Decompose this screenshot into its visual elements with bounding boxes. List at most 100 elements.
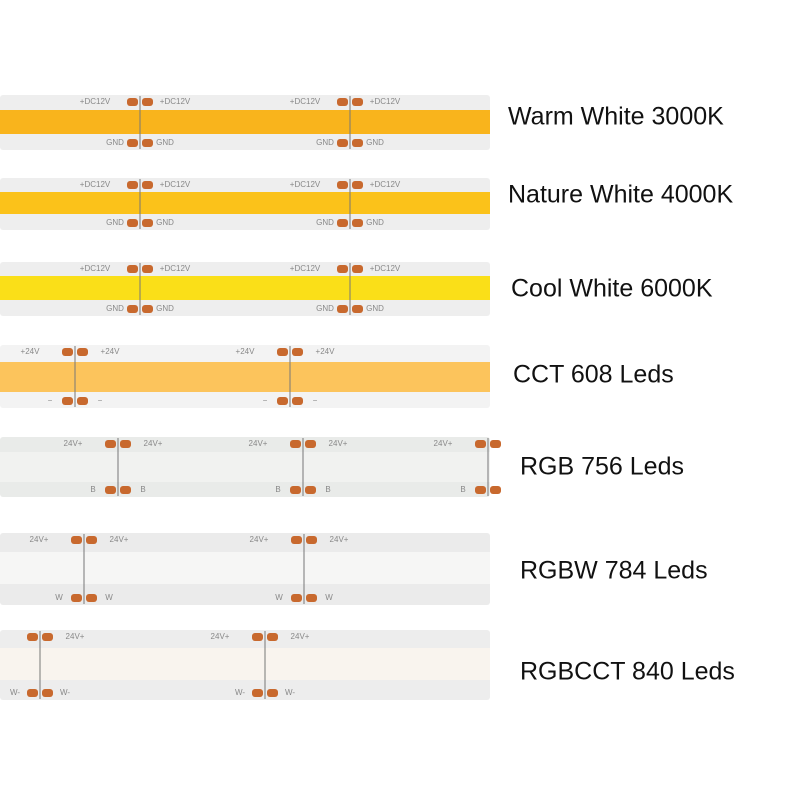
solder-pad (290, 486, 301, 494)
solder-pad (490, 486, 501, 494)
solder-pad (337, 98, 348, 106)
led-band (0, 648, 490, 680)
pad-label: GND (156, 218, 174, 227)
pad-label: GND (156, 138, 174, 147)
led-band (0, 192, 490, 214)
solder-pad (42, 633, 53, 641)
pad-label: +24V (316, 347, 336, 356)
solder-pad (77, 348, 88, 356)
pad-label: GND (316, 304, 334, 313)
product-label: RGBCCT 840 Leds (520, 658, 735, 686)
solder-pad (252, 633, 263, 641)
solder-pad (42, 689, 53, 697)
pad-label: +DC12V (290, 264, 321, 273)
solder-pad (290, 440, 301, 448)
solder-pad (277, 348, 288, 356)
solder-pad (120, 440, 131, 448)
product-label: CCT 608 Leds (513, 361, 674, 389)
pad-label: W (55, 593, 63, 602)
pad-label: B (140, 485, 145, 494)
solder-pad (252, 689, 263, 697)
solder-pad (490, 440, 501, 448)
product-label: Nature White 4000K (508, 181, 733, 209)
solder-pad (127, 98, 138, 106)
pad-label: +DC12V (290, 180, 321, 189)
product-label: RGB 756 Leds (520, 453, 684, 481)
solder-pad (127, 181, 138, 189)
solder-pad (337, 305, 348, 313)
pad-label: − (98, 396, 103, 405)
solder-pad (475, 486, 486, 494)
pad-label: GND (106, 218, 124, 227)
pad-label: 24V+ (30, 535, 49, 544)
solder-pad (127, 305, 138, 313)
pad-label: W- (285, 688, 295, 697)
pad-label: +DC12V (370, 180, 401, 189)
pad-label: +DC12V (80, 97, 111, 106)
pad-label: GND (106, 138, 124, 147)
pad-label: B (275, 485, 280, 494)
solder-pad (277, 397, 288, 405)
solder-pad (352, 265, 363, 273)
solder-pad (337, 219, 348, 227)
pad-label: − (48, 396, 53, 405)
solder-pad (77, 397, 88, 405)
pad-label: +DC12V (160, 97, 191, 106)
solder-pad (306, 594, 317, 602)
pad-label: GND (106, 304, 124, 313)
pad-label: W (325, 593, 333, 602)
product-label: Cool White 6000K (511, 275, 713, 303)
solder-pad (352, 98, 363, 106)
led-band (0, 552, 490, 584)
pad-label: +24V (21, 347, 41, 356)
pad-label: 24V+ (250, 535, 269, 544)
led-band (0, 362, 490, 392)
pad-label: 24V+ (330, 535, 349, 544)
pad-label: B (460, 485, 465, 494)
solder-pad (120, 486, 131, 494)
pad-label: W (105, 593, 113, 602)
solder-pad (127, 219, 138, 227)
pad-label: 24V+ (329, 439, 348, 448)
product-label: Warm White 3000K (508, 103, 724, 131)
pad-label: GND (366, 304, 384, 313)
solder-pad (142, 265, 153, 273)
solder-pad (27, 633, 38, 641)
pad-label: 24V+ (291, 632, 310, 641)
solder-pad (352, 139, 363, 147)
pad-label: 24V+ (434, 439, 453, 448)
solder-pad (105, 440, 116, 448)
solder-pad (291, 594, 302, 602)
pad-label: +DC12V (80, 180, 111, 189)
pad-label: +DC12V (160, 180, 191, 189)
solder-pad (142, 181, 153, 189)
solder-pad (305, 440, 316, 448)
solder-pad (62, 397, 73, 405)
pad-label: +DC12V (370, 264, 401, 273)
solder-pad (71, 536, 82, 544)
pad-label: GND (156, 304, 174, 313)
solder-pad (267, 633, 278, 641)
solder-pad (267, 689, 278, 697)
solder-pad (305, 486, 316, 494)
led-band (0, 276, 490, 300)
solder-pad (291, 536, 302, 544)
pad-label: B (90, 485, 95, 494)
solder-pad (62, 348, 73, 356)
pad-label: B (325, 485, 330, 494)
pad-label: GND (316, 138, 334, 147)
solder-pad (337, 181, 348, 189)
solder-pad (127, 139, 138, 147)
solder-pad (142, 305, 153, 313)
pad-label: +DC12V (290, 97, 321, 106)
pad-label: +24V (101, 347, 121, 356)
pad-label: 24V+ (144, 439, 163, 448)
pad-label: GND (366, 218, 384, 227)
solder-pad (475, 440, 486, 448)
pad-label: +DC12V (80, 264, 111, 273)
solder-pad (127, 265, 138, 273)
pad-label: W- (60, 688, 70, 697)
pad-label: +DC12V (160, 264, 191, 273)
pad-label: W- (10, 688, 20, 697)
solder-pad (86, 536, 97, 544)
